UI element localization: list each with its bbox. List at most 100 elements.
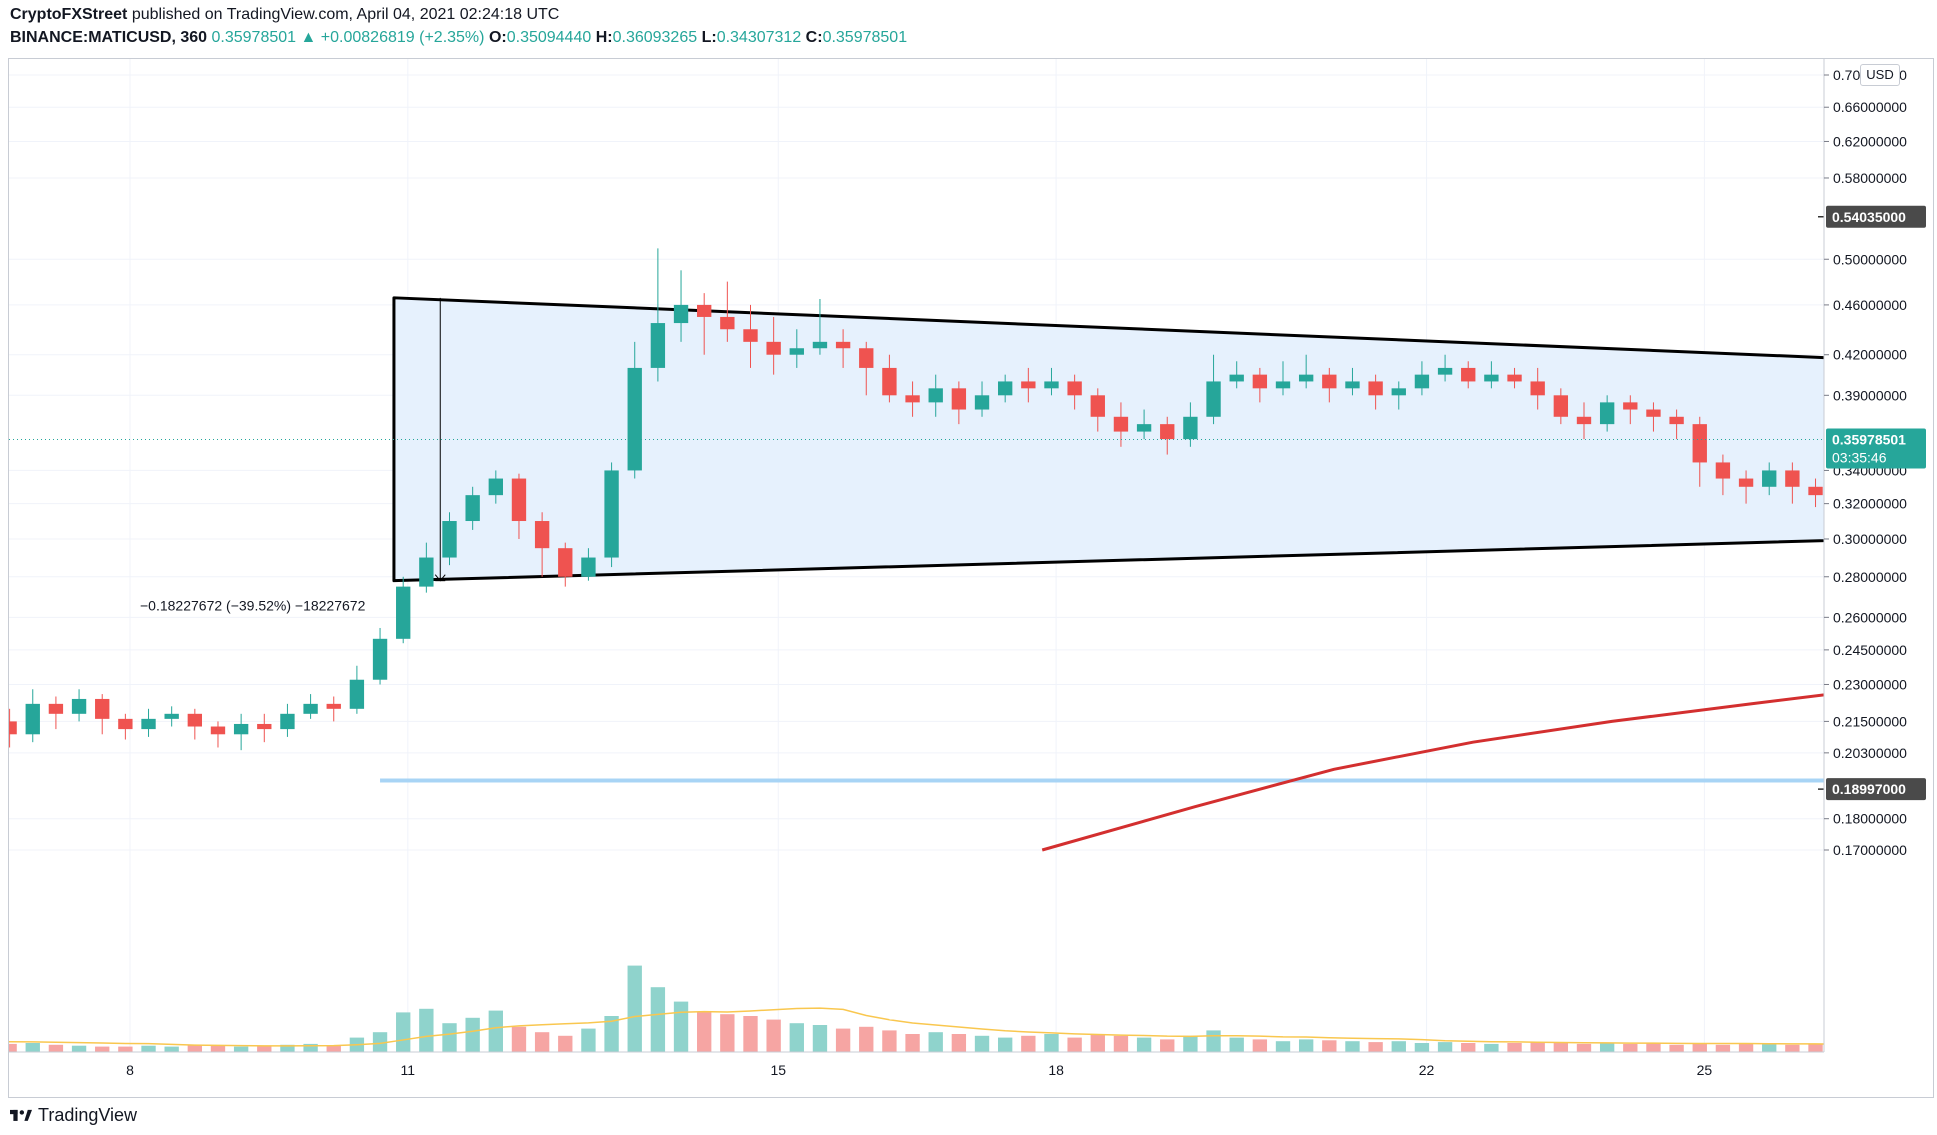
volume-bar (1021, 1035, 1036, 1052)
symbol-name[interactable]: BINANCE:MATICUSD, 360 (10, 29, 208, 46)
y-tick-label: 0.39000000 (1833, 387, 1907, 403)
tradingview-footer[interactable]: TradingView (10, 1100, 137, 1130)
candle-body (210, 726, 226, 735)
volume-bar (1298, 1039, 1314, 1052)
publisher-name[interactable]: CryptoFXStreet (10, 6, 128, 23)
price-marker-box (1826, 428, 1926, 469)
close-label: C: (805, 29, 823, 46)
volume-bar (534, 1032, 550, 1052)
candle-body (396, 586, 411, 639)
volume-bar (141, 1045, 156, 1052)
volume-bar (488, 1010, 503, 1052)
x-tick-label: 25 (1697, 1062, 1713, 1078)
volume-bar (1113, 1035, 1129, 1052)
volume-bar (1414, 1043, 1430, 1052)
volume-bar (164, 1046, 179, 1052)
x-tick-label: 18 (1048, 1062, 1064, 1078)
volume-bar (1229, 1037, 1244, 1052)
volume-bar (442, 1023, 457, 1052)
volume-bar (1183, 1035, 1198, 1052)
volume-bar (1391, 1041, 1406, 1052)
y-tick-label: 0.23000000 (1833, 676, 1907, 692)
measure-annotation: −0.18227672 (−39.52%) −18227672 (140, 598, 366, 614)
candle-body (1738, 478, 1754, 487)
candle-body (118, 718, 133, 730)
candle-body (627, 367, 642, 471)
volume-bar (743, 1016, 758, 1052)
candle-body (141, 718, 156, 730)
volume-bar (257, 1045, 272, 1052)
candle-body (303, 703, 318, 714)
candle-body (1808, 486, 1823, 496)
open-label: O: (488, 29, 507, 46)
volume-bar (210, 1045, 226, 1052)
volume-bar (1044, 1034, 1059, 1052)
price-marker-label: 0.18997000 (1832, 781, 1906, 797)
tradingview-logo-icon (10, 1109, 32, 1121)
volume-bar (1878, 1043, 1892, 1052)
volume-bar (1692, 1043, 1707, 1052)
volume-bar (1901, 1042, 1915, 1052)
y-tick-label: 0.20300000 (1833, 745, 1907, 761)
candle-body (905, 395, 920, 403)
y-tick-label: 0.28000000 (1833, 569, 1907, 585)
candle-body (1461, 367, 1476, 382)
candle-body (1183, 416, 1198, 440)
candle-body (604, 470, 619, 558)
candle-body (951, 388, 967, 410)
up-arrow-icon: ▲ (300, 29, 317, 46)
volume-bar (1576, 1043, 1592, 1052)
close-value: 0.35978501 (822, 29, 908, 46)
candle-body (1206, 381, 1221, 417)
y-tick-label: 0.18000000 (1833, 811, 1907, 827)
volume-bar (1160, 1039, 1175, 1052)
candle-body (1623, 402, 1638, 410)
candle-body (48, 703, 64, 714)
candle-body (1275, 381, 1291, 389)
candle-body (1229, 374, 1244, 382)
low-label: L: (701, 29, 717, 46)
x-tick-label: 15 (770, 1062, 786, 1078)
candle-body (1530, 381, 1545, 396)
volume-bar (25, 1043, 40, 1052)
volume-bar (1368, 1042, 1383, 1052)
candle-body (187, 713, 203, 727)
candle-body (1021, 381, 1036, 389)
symbol-line: BINANCE:MATICUSD, 360 0.35978501 ▲ +0.00… (10, 29, 907, 47)
candle-body (164, 713, 179, 719)
volume-bar (1090, 1034, 1105, 1052)
candle-body (766, 341, 781, 355)
candle-body (95, 698, 110, 719)
y-tick-label: 0.50000000 (1833, 251, 1907, 267)
candle-body (1391, 388, 1406, 396)
volume-bar (1275, 1041, 1291, 1052)
volume-bar (859, 1026, 874, 1052)
candle-body (465, 495, 480, 522)
y-tick-label: 0.26000000 (1833, 609, 1907, 625)
volume-bar (1924, 1044, 1937, 1052)
price-marker-box (1826, 778, 1926, 801)
y-tick-label: 0.32000000 (1833, 496, 1907, 512)
volume-bar (187, 1044, 203, 1052)
candle-body (1414, 374, 1430, 389)
volume-bar (1553, 1043, 1569, 1052)
volume-bar (1855, 1044, 1869, 1052)
volume-bar (95, 1046, 110, 1052)
volume-bar (1599, 1043, 1615, 1052)
currency-button[interactable]: USD (1860, 64, 1900, 86)
y-tick-label: 0.46000000 (1833, 297, 1907, 313)
volume-bar (1715, 1044, 1731, 1052)
volume-bar (1623, 1043, 1638, 1052)
publish-line: CryptoFXStreet published on TradingView.… (10, 6, 559, 24)
volume-bar (9, 1043, 17, 1052)
volume-bar (604, 1016, 619, 1052)
candle-body (71, 698, 87, 714)
volume-bar (928, 1032, 943, 1052)
y-tick-label: 0.58000000 (1833, 170, 1907, 186)
volume-bar (997, 1037, 1013, 1052)
candle-body (488, 478, 503, 496)
y-tick-label: 0.30000000 (1833, 531, 1907, 547)
y-tick-label: 0.21500000 (1833, 713, 1907, 729)
candle-body (1044, 381, 1059, 389)
